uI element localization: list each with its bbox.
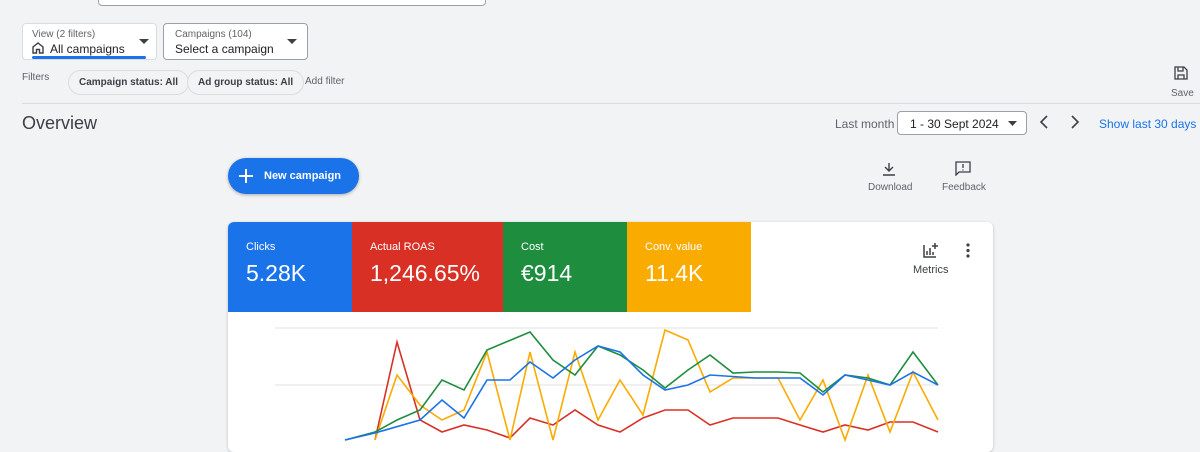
- tile-value: 1,246.65%: [370, 260, 480, 286]
- download-label[interactable]: Download: [868, 182, 913, 193]
- caret: [1008, 121, 1017, 126]
- save-label[interactable]: Save: [1171, 88, 1194, 99]
- tile-value: 11.4K: [645, 260, 704, 286]
- value: All campaigns: [50, 42, 125, 56]
- metrics-label[interactable]: Metrics: [913, 264, 949, 276]
- more-menu[interactable]: [965, 243, 971, 258]
- download-icon[interactable]: [882, 162, 896, 176]
- tile-label: Actual ROAS: [370, 241, 435, 253]
- prev-button[interactable]: [1038, 115, 1050, 129]
- metric-tile[interactable]: Cost €914: [503, 222, 627, 312]
- tile-value: 5.28K: [246, 260, 307, 286]
- caret: [287, 39, 297, 44]
- page: View (2 filters) All campaigns Campaigns…: [22, 0, 1200, 452]
- home-icon: [32, 42, 44, 54]
- view-dropdown[interactable]: View (2 filters) All campaigns: [22, 23, 157, 60]
- tile-label: Conv. value: [645, 241, 703, 253]
- metric-tile[interactable]: Conv. value 11.4K: [627, 222, 751, 312]
- feedback-label[interactable]: Feedback: [942, 182, 986, 193]
- metric-tile[interactable]: Actual ROAS 1,246.65%: [352, 222, 503, 312]
- filter-chip[interactable]: Campaign status: All: [68, 70, 190, 95]
- tile-value: €914: [521, 260, 573, 286]
- caret: [139, 39, 149, 44]
- tile-label: Cost: [521, 241, 544, 253]
- date-range: 1 - 30 Sept 2024: [910, 117, 999, 131]
- metric-tile[interactable]: Clicks 5.28K: [228, 222, 352, 312]
- campaign-dropdown[interactable]: Campaigns (104) Select a campaign: [163, 23, 308, 60]
- new-campaign-button[interactable]: New campaign: [228, 158, 359, 194]
- caption: View (2 filters): [32, 29, 96, 40]
- show-last-link[interactable]: Show last 30 days: [1099, 117, 1197, 131]
- next-button[interactable]: [1069, 115, 1081, 129]
- divider: [22, 103, 1200, 104]
- underline: [32, 56, 146, 59]
- filters-label: Filters: [22, 72, 50, 83]
- plus-icon: [239, 169, 253, 183]
- date-dropdown[interactable]: 1 - 30 Sept 2024: [897, 111, 1027, 135]
- metrics-icon[interactable]: [923, 242, 939, 258]
- add-filter[interactable]: Add filter: [305, 76, 345, 87]
- value: Select a campaign: [175, 42, 274, 56]
- save-icon[interactable]: [1174, 66, 1188, 80]
- search-box[interactable]: [98, 0, 486, 6]
- period-label: Last month: [835, 117, 895, 131]
- caption: Campaigns (104): [175, 29, 252, 40]
- feedback-icon[interactable]: [955, 161, 971, 176]
- tile-label: Clicks: [246, 241, 276, 253]
- button-label: New campaign: [264, 170, 342, 182]
- overview-title: Overview: [22, 113, 98, 133]
- filter-chip[interactable]: Ad group status: All: [187, 70, 305, 95]
